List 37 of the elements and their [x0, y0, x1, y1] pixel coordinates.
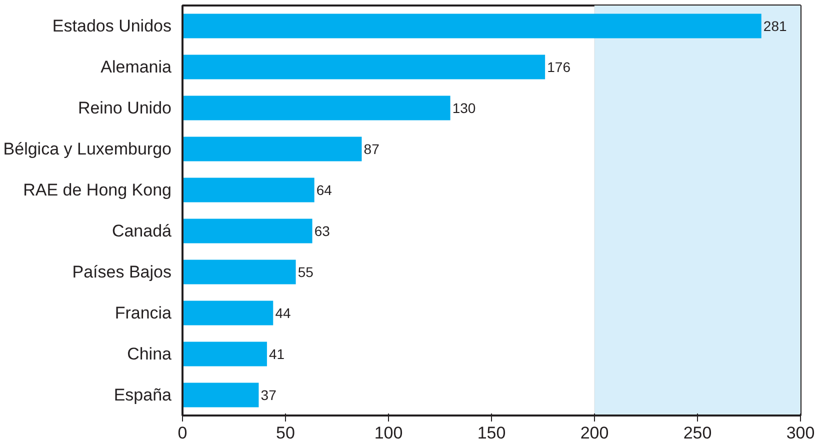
x-tick-label: 150 [477, 424, 506, 441]
bar [182, 54, 546, 80]
bar [182, 96, 450, 120]
y-tick-label: Bélgica y Luxemburgo [3, 140, 172, 158]
y-tick-label: RAE de Hong Kong [23, 180, 172, 200]
data-label: 44 [275, 305, 291, 321]
data-label: 63 [314, 223, 330, 239]
bar [182, 300, 274, 326]
data-label: 37 [260, 387, 277, 403]
bar [182, 218, 312, 244]
y-tick-label: China [127, 344, 172, 364]
bar [182, 14, 762, 38]
y-tick-label: Estados Unidos [52, 16, 172, 36]
y-tick-label: Reino Unido [78, 98, 172, 118]
bar [182, 178, 314, 202]
y-tick-label: Francia [114, 304, 172, 322]
data-label: 55 [298, 264, 314, 280]
y-tick-label: Alemania [100, 58, 172, 76]
bar [182, 382, 259, 408]
y-tick-label: Países Bajos [72, 262, 172, 282]
x-tick-label: 50 [276, 424, 295, 441]
bar [182, 342, 267, 366]
x-tick-label: 300 [786, 424, 815, 441]
data-label: 281 [763, 18, 787, 34]
data-label: 87 [364, 141, 380, 157]
x-tick-label: 0 [178, 424, 188, 441]
x-tick-label: 200 [580, 424, 609, 441]
y-tick-label: Canadá [112, 222, 172, 240]
x-tick-label: 100 [374, 424, 403, 441]
x-tick-label: 250 [683, 424, 712, 441]
y-tick-label: España [114, 386, 172, 404]
data-label: 64 [316, 182, 332, 198]
data-label: 176 [547, 59, 571, 75]
data-label: 41 [269, 346, 285, 362]
bar [182, 136, 362, 162]
data-label: 130 [452, 100, 476, 116]
bar [182, 260, 296, 284]
